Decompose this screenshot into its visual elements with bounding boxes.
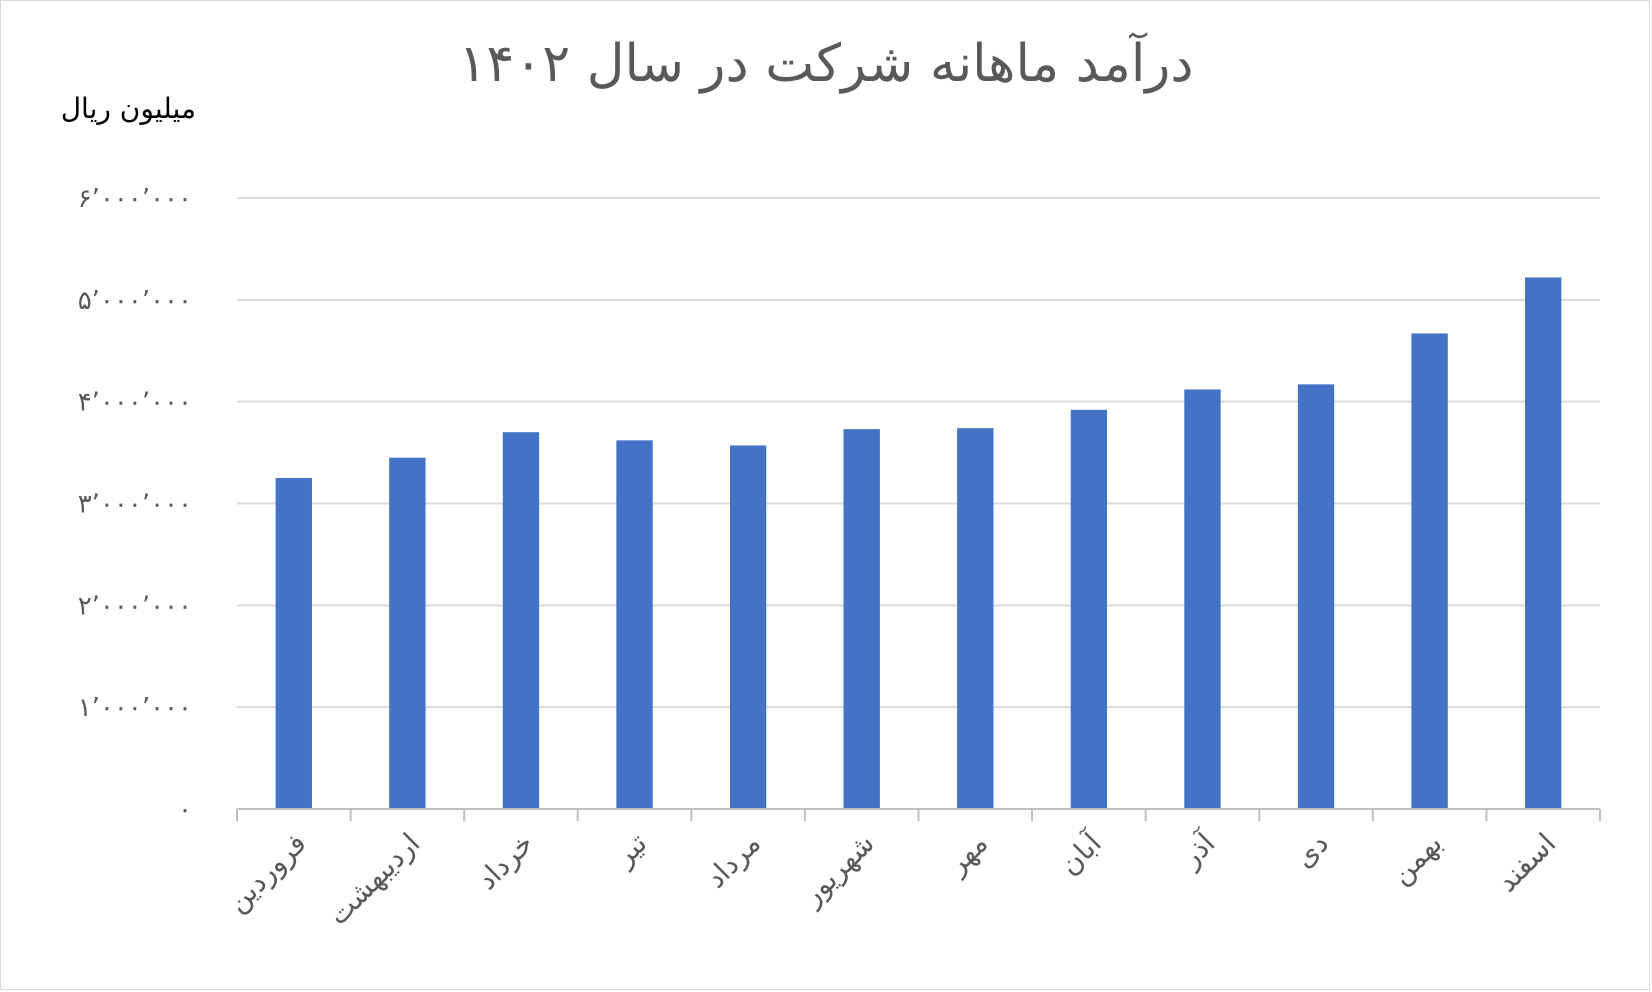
x-axis-labels: فروردین اردیبهشت خرداد تیر مرداد شهریور مهر آبا… <box>220 826 1562 932</box>
y-axis-unit-label: میلیون ریال <box>60 92 196 125</box>
y-tick-label: ۶٬۰۰۰٬۰۰۰ <box>78 184 192 214</box>
bar <box>389 457 426 809</box>
x-category-label: بهمن <box>1384 827 1448 891</box>
bar <box>275 478 312 809</box>
x-category-label: آذر <box>1173 826 1222 875</box>
bar <box>1411 333 1448 809</box>
bar <box>729 445 767 809</box>
y-tick-label: ۳٬۰۰۰٬۰۰۰ <box>78 490 192 520</box>
bar <box>843 429 880 809</box>
x-category-label: فروردین <box>220 827 312 919</box>
x-category-label: خرداد <box>470 827 540 897</box>
gridlines <box>237 197 1600 709</box>
x-category-label: اسفند <box>1490 827 1562 899</box>
y-tick-label: ۵٬۰۰۰٬۰۰۰ <box>78 286 192 316</box>
bar <box>957 428 994 809</box>
x-category-label: اردیبهشت <box>321 827 426 932</box>
x-category-label: شهریور <box>794 827 881 914</box>
x-category-label: آبان <box>1053 826 1109 882</box>
bar <box>502 432 540 809</box>
x-category-label: تیر <box>606 827 653 874</box>
x-category-label: دی <box>1287 827 1335 875</box>
bar <box>1297 384 1335 809</box>
x-axis <box>236 808 1601 821</box>
bar <box>1070 409 1108 809</box>
bars <box>275 277 1562 809</box>
bar <box>1525 277 1562 809</box>
x-category-label: مرداد <box>699 827 767 895</box>
y-tick-label: ۱٬۰۰۰٬۰۰۰ <box>78 693 192 723</box>
bar <box>616 440 653 809</box>
x-category-label: مهر <box>939 827 994 882</box>
y-axis-ticks: ۰ ۱٬۰۰۰٬۰۰۰ ۲٬۰۰۰٬۰۰۰ ۳٬۰۰۰٬۰۰۰ ۴٬۰۰۰٬۰۰۰ ۵٬۰… <box>78 184 192 825</box>
y-tick-label: ۲٬۰۰۰٬۰۰۰ <box>78 591 192 621</box>
y-tick-label: ۰ <box>178 795 192 825</box>
y-tick-label: ۴٬۰۰۰٬۰۰۰ <box>78 388 192 418</box>
chart-title: درآمد ماهانه شرکت در سال ۱۴۰۲ <box>458 34 1194 94</box>
bar <box>1184 389 1221 809</box>
